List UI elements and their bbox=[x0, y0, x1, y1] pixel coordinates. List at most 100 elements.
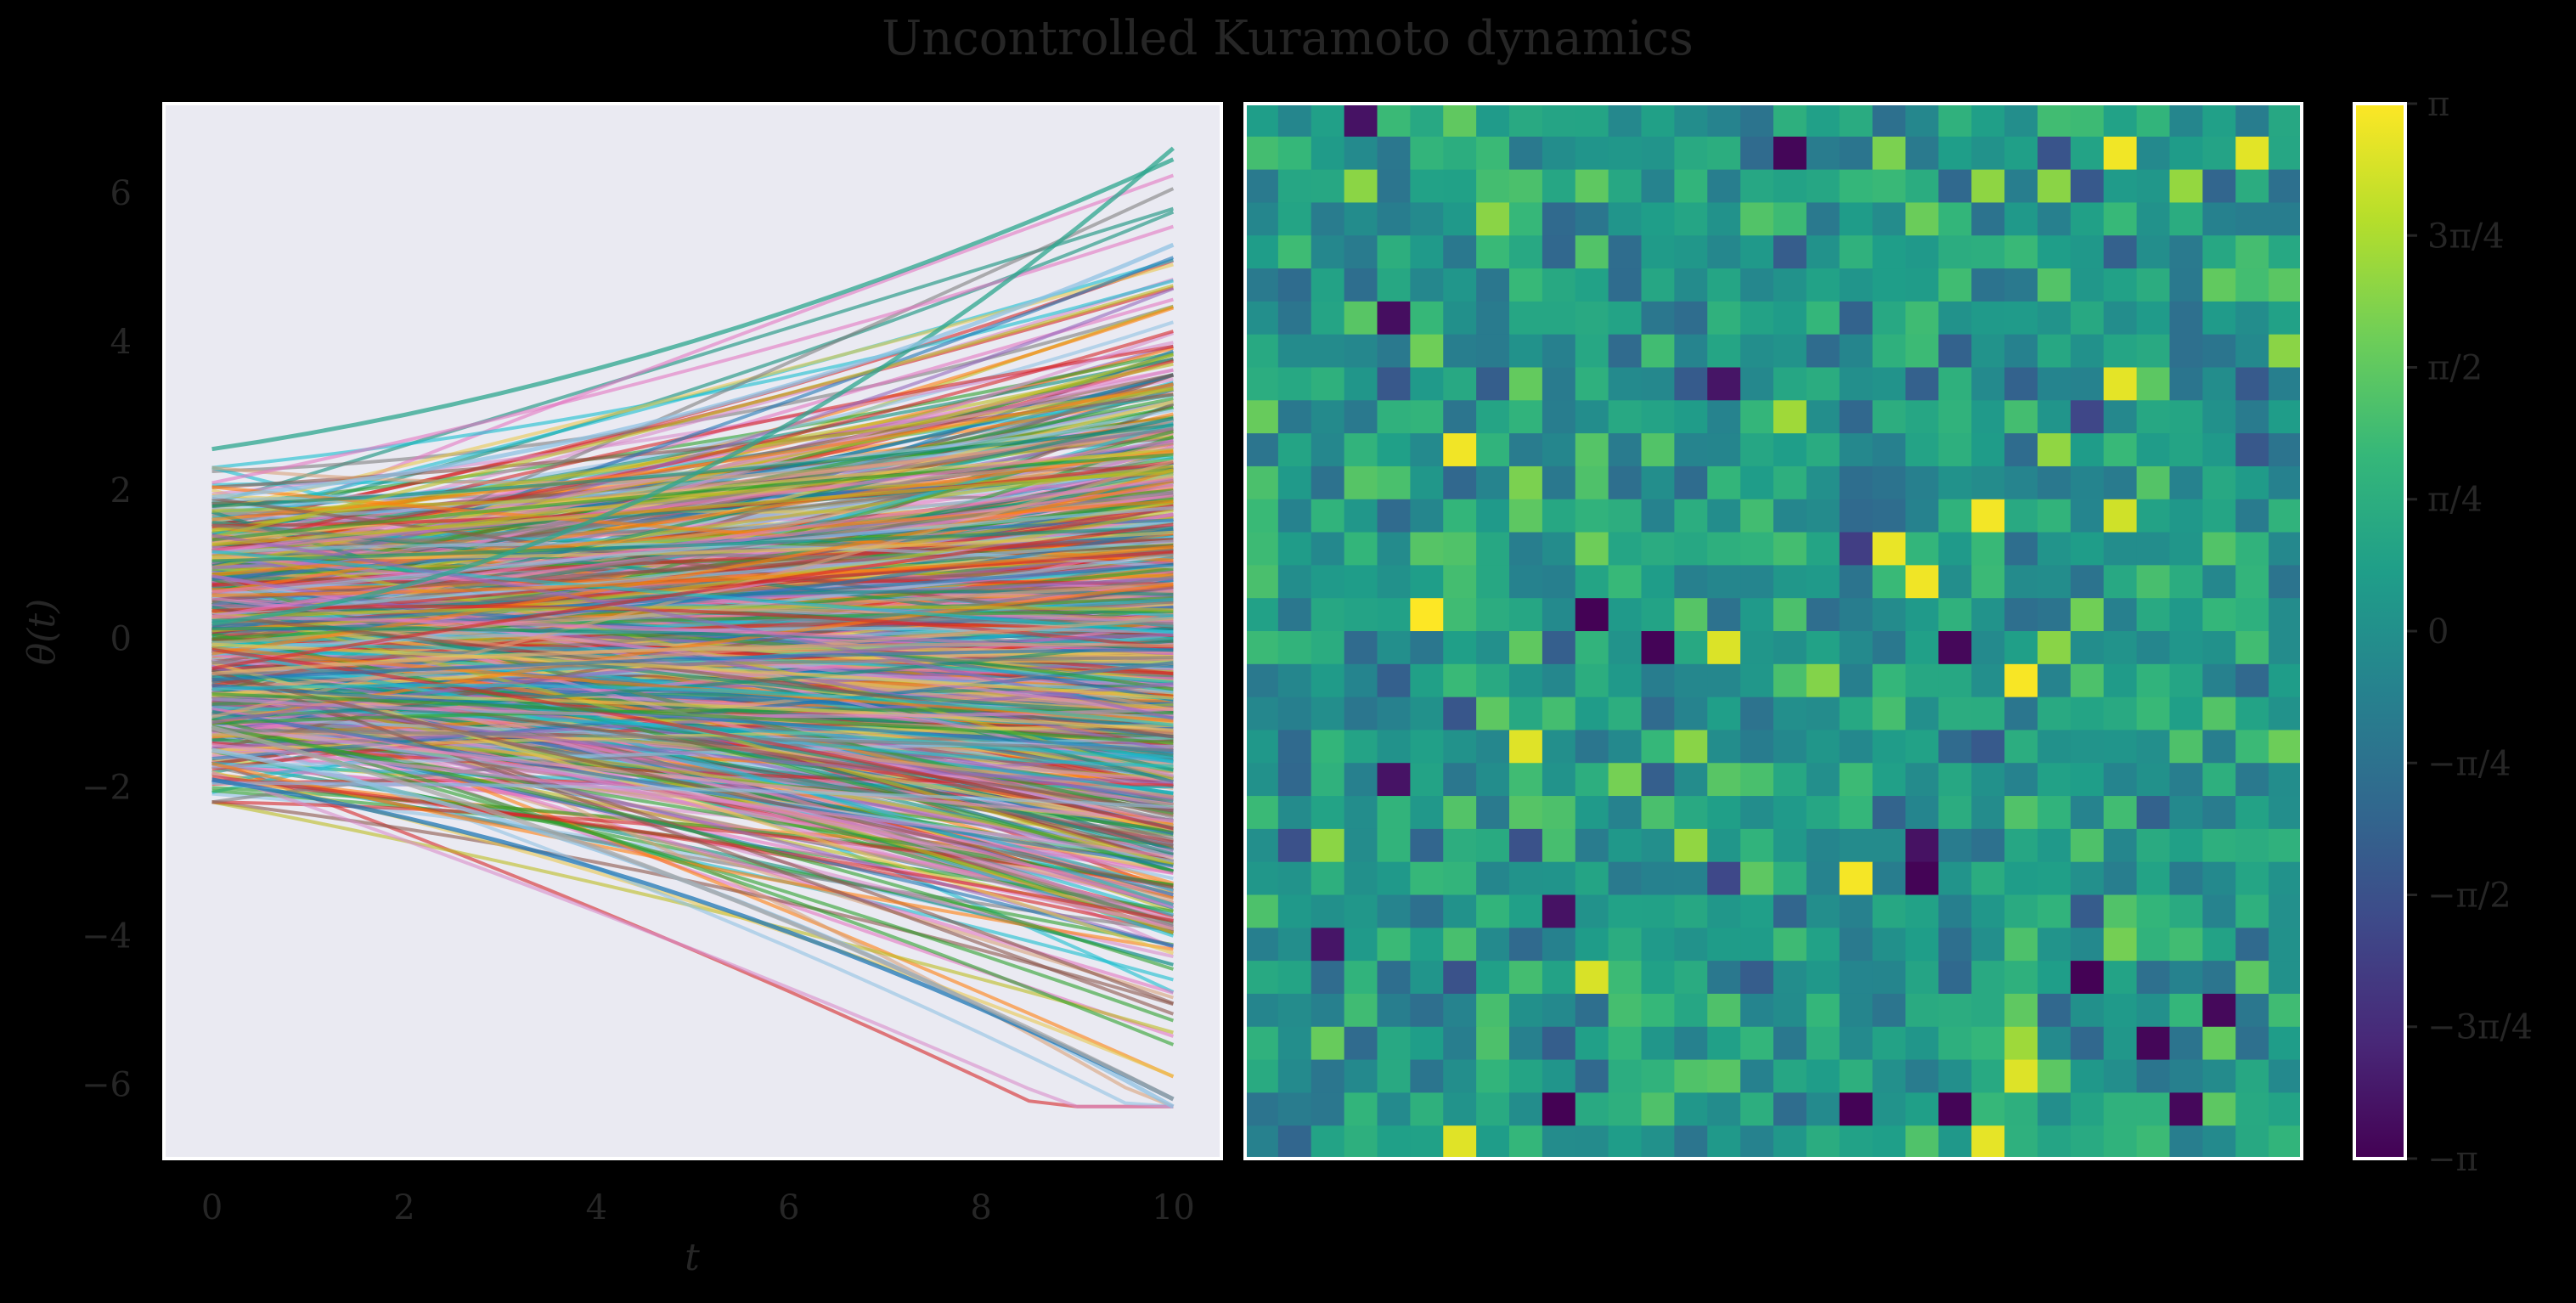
heatmap-cell bbox=[1740, 763, 1774, 797]
heatmap-cell bbox=[2038, 631, 2072, 665]
heatmap-cell bbox=[1806, 598, 1840, 632]
heatmap-cell bbox=[1542, 1059, 1576, 1093]
heatmap-cell bbox=[1245, 202, 1279, 236]
heatmap-cell bbox=[1542, 828, 1576, 863]
heatmap-cell bbox=[1707, 663, 1741, 698]
heatmap-cell bbox=[1277, 1092, 1312, 1126]
heatmap-cell bbox=[1905, 763, 1939, 797]
heatmap-cell bbox=[2169, 993, 2203, 1028]
heatmap-cell bbox=[1575, 202, 1609, 236]
heatmap-cell bbox=[1344, 565, 1378, 599]
heatmap-cell bbox=[1277, 961, 1312, 995]
heatmap-cell bbox=[1938, 1059, 1972, 1093]
heatmap-cell bbox=[1839, 136, 1874, 171]
heatmap-cell bbox=[1344, 961, 1378, 995]
heatmap-cell bbox=[1839, 367, 1874, 401]
heatmap-cell bbox=[2169, 465, 2203, 500]
heatmap-cell bbox=[1542, 861, 1576, 896]
heatmap-cell bbox=[1277, 894, 1312, 928]
heatmap-cell bbox=[2038, 796, 2072, 830]
heatmap-cell bbox=[2070, 169, 2105, 204]
trajectory-line bbox=[211, 648, 1174, 682]
heatmap-cell bbox=[1245, 334, 1279, 369]
heatmap-cell bbox=[2269, 202, 2303, 236]
heatmap-cell bbox=[1608, 334, 1643, 369]
heatmap-cell bbox=[1707, 894, 1741, 928]
heatmap-cell bbox=[2004, 1092, 2038, 1126]
heatmap-cell bbox=[1641, 631, 1675, 665]
heatmap-cell bbox=[1410, 1026, 1444, 1061]
heatmap-cell bbox=[1245, 796, 1279, 830]
heatmap-cell bbox=[1311, 367, 1345, 401]
heatmap-cell bbox=[1277, 433, 1312, 467]
heatmap-cell bbox=[2136, 104, 2171, 138]
heatmap-cell bbox=[1740, 334, 1774, 369]
heatmap-cell bbox=[1344, 1125, 1378, 1159]
heatmap-cell bbox=[1839, 268, 1874, 302]
heatmap-cell bbox=[2038, 763, 2072, 797]
heatmap-cell bbox=[1377, 169, 1411, 204]
heatmap-cell bbox=[1806, 104, 1840, 138]
heatmap-cell bbox=[1245, 697, 1279, 731]
heatmap-cell bbox=[1938, 663, 1972, 698]
heatmap-cell bbox=[1311, 631, 1345, 665]
trajectory-line bbox=[211, 770, 1174, 1108]
heatmap-cell bbox=[1872, 928, 1907, 962]
heatmap-cell bbox=[1839, 1059, 1874, 1093]
heatmap-cell bbox=[1277, 796, 1312, 830]
heatmap-cell bbox=[1740, 631, 1774, 665]
heatmap-cell bbox=[1905, 961, 1939, 995]
heatmap-cell bbox=[2202, 169, 2236, 204]
heatmap-cell bbox=[1872, 894, 1907, 928]
colorbar-gradient bbox=[2353, 102, 2407, 1160]
heatmap-frame bbox=[1243, 102, 2303, 1160]
trajectory-line bbox=[211, 527, 1174, 634]
heatmap-cell bbox=[1773, 565, 1807, 599]
heatmap-cell bbox=[1872, 663, 1907, 698]
heatmap-cell bbox=[2269, 796, 2303, 830]
heatmap-cell bbox=[1872, 169, 1907, 204]
heatmap-cell bbox=[1806, 235, 1840, 269]
heatmap-cell bbox=[1575, 433, 1609, 467]
heatmap-cell bbox=[1773, 993, 1807, 1028]
heatmap-cell bbox=[2070, 598, 2105, 632]
heatmap-cell bbox=[1839, 565, 1874, 599]
heatmap-cell bbox=[2169, 697, 2203, 731]
heatmap-cell bbox=[1542, 334, 1576, 369]
heatmap-cell bbox=[2004, 202, 2038, 236]
heatmap-cell bbox=[1905, 993, 1939, 1028]
heatmap-cell bbox=[1872, 334, 1907, 369]
heatmap-cell bbox=[2070, 465, 2105, 500]
heatmap-cell bbox=[1542, 730, 1576, 764]
heatmap-cell bbox=[1311, 697, 1345, 731]
heatmap-cell bbox=[1806, 136, 1840, 171]
heatmap-cell bbox=[1608, 532, 1643, 566]
heatmap-cell bbox=[1839, 499, 1874, 533]
heatmap-cell bbox=[1938, 598, 1972, 632]
heatmap-cell bbox=[1410, 532, 1444, 566]
heatmap-cell bbox=[1707, 928, 1741, 962]
heatmap-cell bbox=[1410, 993, 1444, 1028]
heatmap-cell bbox=[1245, 993, 1279, 1028]
heatmap-cell bbox=[1707, 961, 1741, 995]
heatmap-cell bbox=[1410, 697, 1444, 731]
heatmap-cell bbox=[1707, 367, 1741, 401]
trajectory-line bbox=[211, 522, 1174, 670]
heatmap-cell bbox=[1773, 202, 1807, 236]
heatmap-cell bbox=[1344, 268, 1378, 302]
heatmap-cell bbox=[1509, 565, 1543, 599]
heatmap-cell bbox=[1905, 730, 1939, 764]
heatmap-cell bbox=[1938, 796, 1972, 830]
heatmap-cell bbox=[1674, 499, 1708, 533]
heatmap-cell bbox=[2269, 136, 2303, 171]
heatmap-cell bbox=[2269, 894, 2303, 928]
trajectory-line bbox=[211, 146, 1175, 626]
heatmap-cell bbox=[1707, 697, 1741, 731]
heatmap-cell bbox=[1938, 631, 1972, 665]
heatmap-cell bbox=[2070, 433, 2105, 467]
heatmap-cell bbox=[1311, 861, 1345, 896]
heatmap-cell bbox=[1905, 894, 1939, 928]
heatmap-cell bbox=[1674, 433, 1708, 467]
heatmap-cell bbox=[1277, 532, 1312, 566]
heatmap-cell bbox=[2169, 1059, 2203, 1093]
